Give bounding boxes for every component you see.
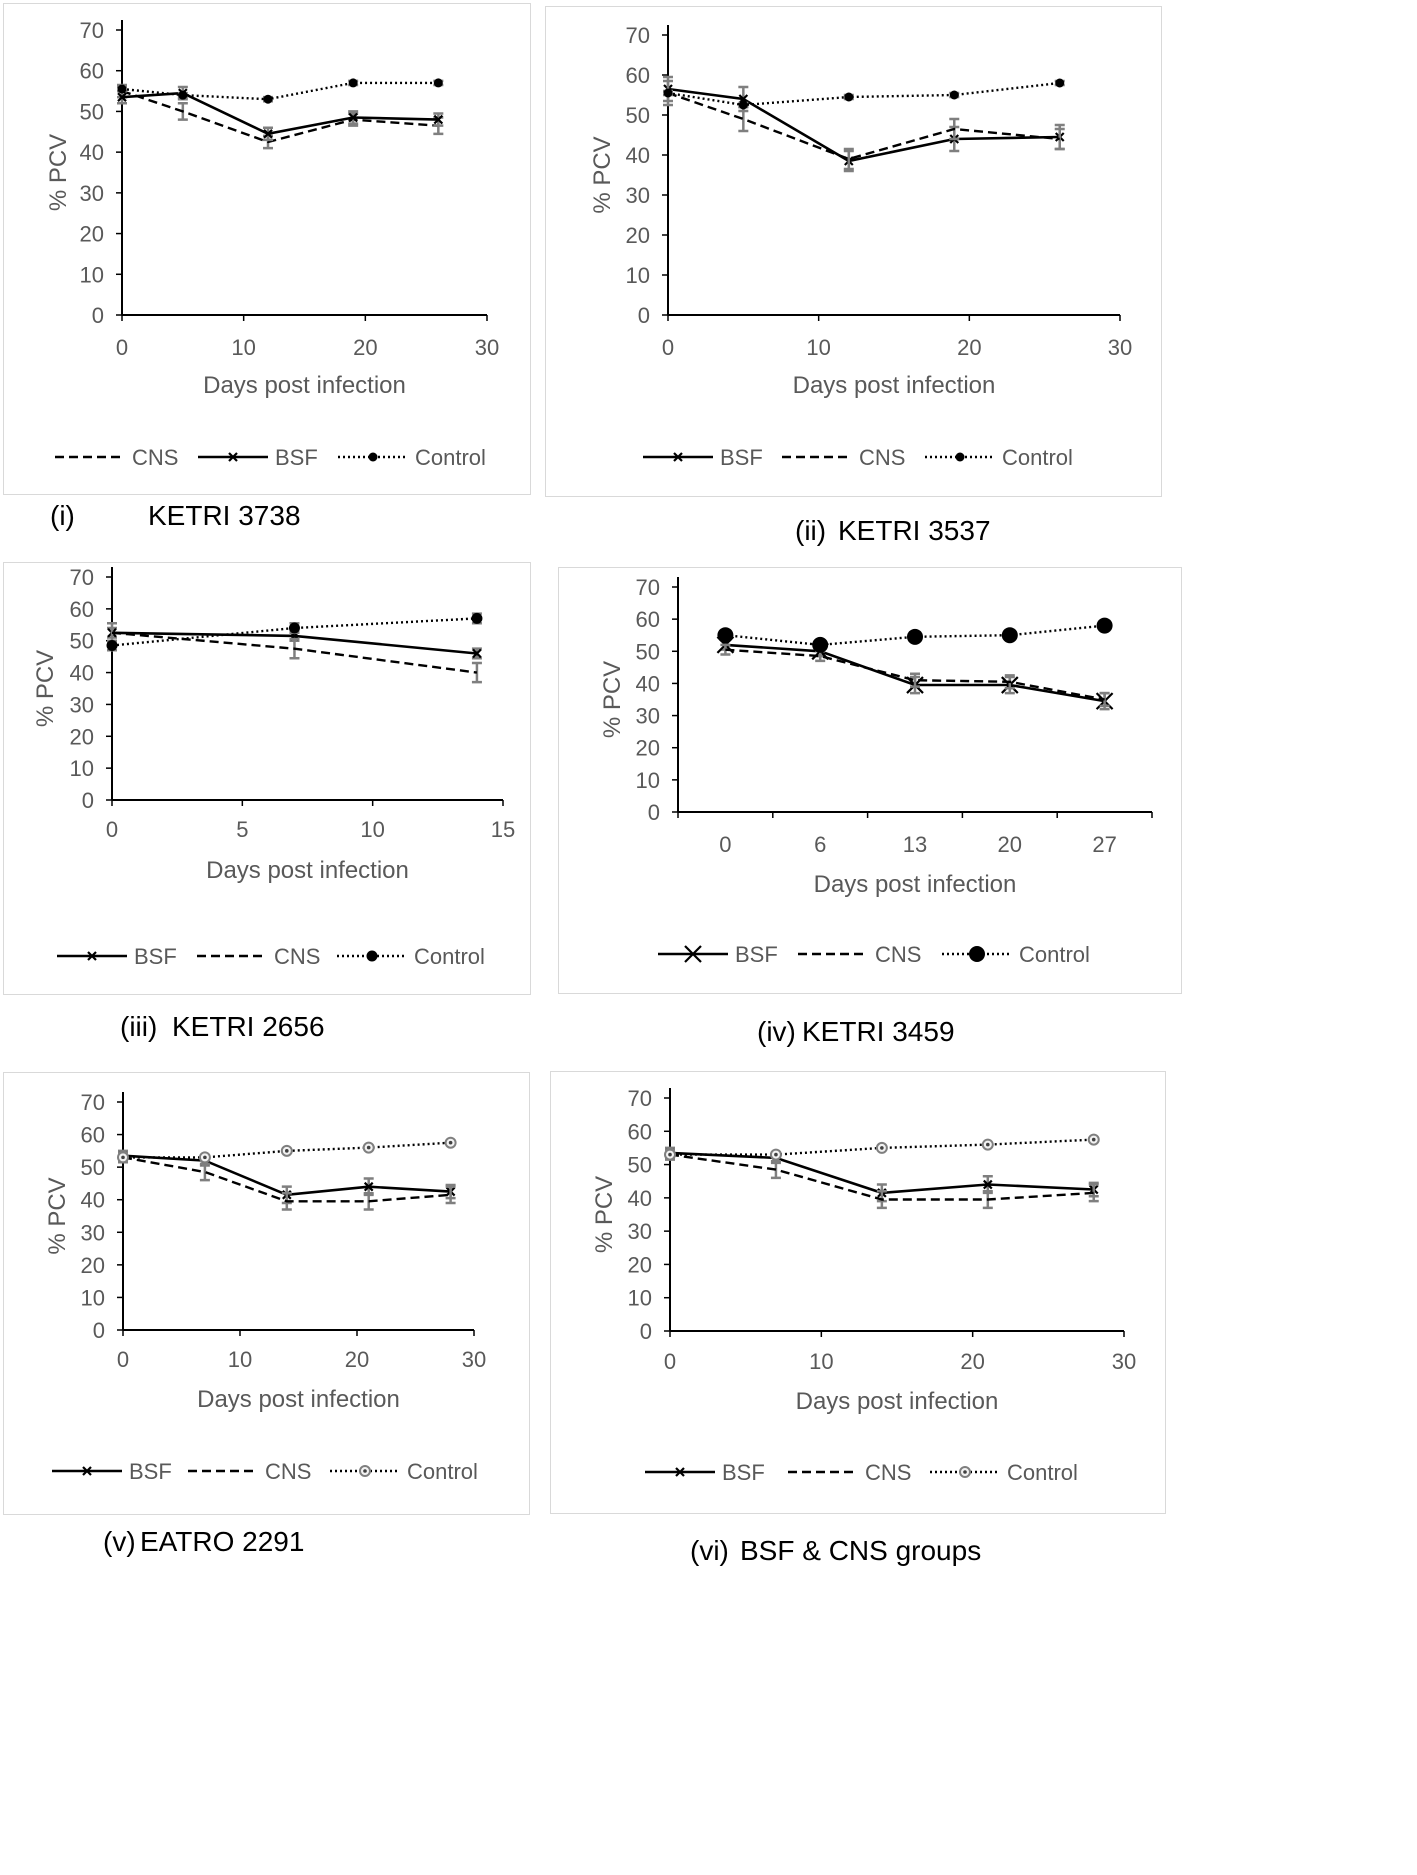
chart-panel-2 bbox=[545, 6, 1162, 497]
chart-panel-3 bbox=[3, 562, 531, 995]
panel-caption-id: (ii) bbox=[795, 515, 827, 546]
panel-caption-title: KETRI 3537 bbox=[838, 515, 991, 546]
panel-caption-id: (i) bbox=[50, 500, 75, 531]
panel-caption-title: KETRI 2656 bbox=[172, 1011, 325, 1042]
chart-panel-6 bbox=[550, 1071, 1166, 1514]
panel-caption-id: (vi) bbox=[690, 1535, 729, 1566]
panel-caption-title: EATRO 2291 bbox=[140, 1526, 305, 1557]
panel-caption-title: BSF & CNS groups bbox=[740, 1535, 982, 1566]
panel-caption-id: (iii) bbox=[120, 1011, 158, 1042]
panel-caption-title: KETRI 3738 bbox=[148, 500, 301, 531]
chart-panel-4 bbox=[558, 567, 1182, 994]
chart-panel-5 bbox=[3, 1072, 530, 1515]
panel-caption-title: KETRI 3459 bbox=[802, 1016, 955, 1047]
panel-caption-id: (v) bbox=[103, 1526, 136, 1557]
panel-caption-id: (iv) bbox=[757, 1016, 796, 1047]
chart-panel-1 bbox=[3, 3, 531, 495]
